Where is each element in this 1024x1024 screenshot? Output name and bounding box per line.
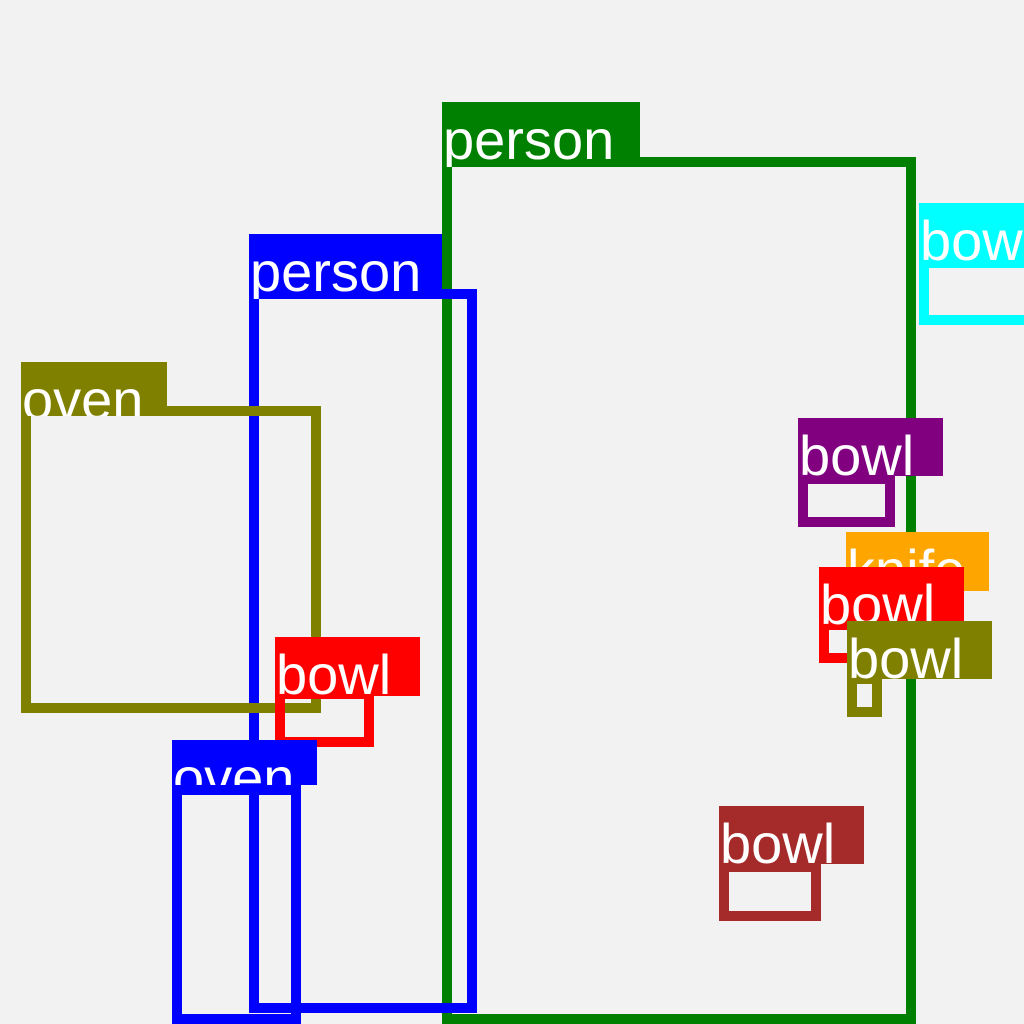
bbox-label-oven: oven <box>21 362 167 416</box>
bbox-bowl <box>847 674 882 717</box>
bbox-bowl <box>275 689 374 747</box>
bbox-label-bowl: bowl <box>819 567 964 627</box>
bbox-bowl <box>919 258 1024 325</box>
bbox-label-bowl: bowl <box>847 621 992 679</box>
bbox-label-person: person <box>249 234 442 299</box>
bbox-label-bowl: bowl <box>919 203 1024 268</box>
bbox-label-bowl: bowl <box>798 418 943 476</box>
bbox-oven <box>172 785 301 1024</box>
bbox-label-person: person <box>442 102 640 167</box>
bbox-label-bowl: bowl <box>275 637 420 696</box>
bbox-label-oven: oven <box>172 740 317 785</box>
bbox-bowl <box>798 474 895 527</box>
bbox-oven <box>21 406 321 713</box>
bbox-bowl <box>719 862 821 921</box>
bbox-label-bowl: bowl <box>719 806 864 864</box>
